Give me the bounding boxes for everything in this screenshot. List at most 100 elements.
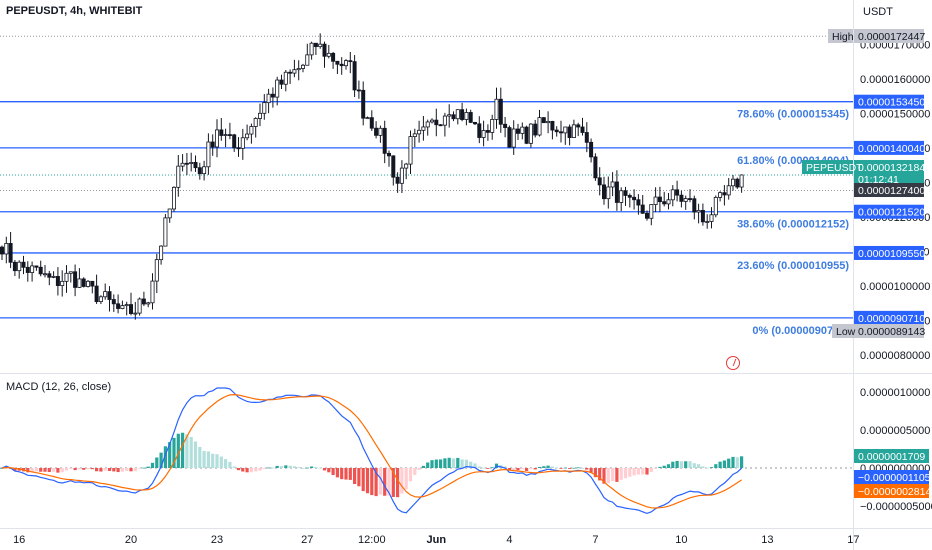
symbol-tag-badge	[802, 160, 853, 174]
candle-down	[645, 210, 650, 221]
candle-body	[425, 121, 430, 128]
candle-down	[94, 274, 99, 304]
candle-up	[653, 187, 658, 213]
candle-body	[365, 117, 370, 120]
candle-body	[494, 98, 499, 120]
macd-histogram-bar	[176, 433, 180, 468]
candle-body	[619, 190, 624, 203]
candle-body	[25, 266, 30, 273]
macd-histogram-bar	[271, 467, 275, 469]
candle-up	[442, 112, 447, 137]
macd-histogram-bar	[679, 461, 683, 468]
macd-histogram-bar	[267, 467, 271, 469]
macd-histogram-bar	[408, 468, 413, 482]
candle-body	[232, 134, 237, 149]
macd-histogram-bar	[249, 468, 253, 473]
candle-body	[356, 89, 361, 92]
candle-up	[696, 203, 701, 224]
candle-down	[236, 137, 241, 157]
candle-down	[73, 264, 78, 297]
macd-histogram-bar	[611, 468, 615, 482]
candle-down	[460, 102, 465, 122]
candle-down	[589, 138, 594, 163]
candle-down	[141, 291, 146, 307]
macd-histogram-bar	[666, 464, 671, 468]
candle-body	[511, 128, 516, 148]
candle-up	[137, 297, 142, 316]
macd-histogram-bar	[159, 452, 163, 468]
candle-up	[300, 63, 305, 73]
candle-body	[206, 141, 211, 168]
macd-histogram-bar	[189, 437, 193, 468]
candle-down	[339, 57, 344, 75]
macd-histogram-bar	[64, 468, 69, 471]
macd-histogram-bar	[662, 465, 666, 468]
candle-body	[180, 162, 185, 167]
candle-body	[516, 128, 521, 134]
macd-histogram-bar	[576, 467, 580, 469]
macd-histogram-bar	[615, 468, 619, 482]
time-tick-label: 13	[761, 534, 773, 546]
candle-body	[313, 42, 318, 48]
candle-body	[554, 129, 559, 133]
candle-down	[627, 193, 632, 208]
candle-up	[180, 154, 185, 172]
macd-histogram-bar	[73, 468, 77, 471]
macd-histogram-bar	[563, 467, 567, 469]
macd-histogram-bar	[172, 437, 176, 468]
macd-histogram-bar	[572, 467, 576, 469]
candle-body	[141, 298, 146, 305]
fib-price-badge-text: 0.0000090710	[858, 313, 925, 325]
candle-body	[55, 276, 60, 286]
candle-down	[722, 185, 727, 206]
candle-up	[292, 59, 297, 78]
macd-histogram-bar	[288, 465, 292, 468]
candle-down	[8, 232, 13, 269]
candle-body	[602, 184, 607, 200]
macd-histogram-bar	[150, 462, 155, 468]
candle-down	[34, 265, 39, 271]
candle-body	[688, 198, 693, 200]
candle-body	[103, 291, 108, 298]
candle-body	[683, 198, 688, 202]
candle-up	[51, 271, 56, 279]
symbol-title[interactable]: PEPEUSDT, 4h, WHITEBIT	[6, 5, 143, 17]
candle-up	[60, 270, 65, 297]
candle-body	[111, 299, 116, 305]
macd-histogram-bar	[692, 463, 696, 468]
macd-histogram-bar	[146, 466, 150, 468]
candle-up	[120, 300, 125, 310]
candle-body	[524, 126, 529, 144]
macd-histogram-bar	[241, 468, 245, 472]
macd-histogram-bar	[116, 468, 120, 473]
fib-price-badge-text: 0.0000140040	[858, 143, 925, 155]
candle-down	[369, 110, 374, 131]
macd-histogram-bar	[636, 468, 640, 475]
candle-body	[150, 280, 155, 304]
alert-icon[interactable]	[726, 356, 740, 370]
candle-body	[34, 265, 39, 268]
candle-body	[378, 127, 383, 136]
macd-histogram-bar	[568, 468, 572, 469]
macd-histogram-bar	[533, 468, 537, 470]
candle-up	[30, 261, 35, 282]
candle-body	[124, 304, 129, 307]
macd-histogram-bar	[391, 468, 395, 497]
candle-body	[133, 312, 138, 315]
candle-body	[343, 60, 348, 67]
macd-title[interactable]: MACD (12, 26, close)	[6, 381, 112, 393]
candle-body	[386, 152, 391, 157]
macd-histogram-bar	[550, 466, 554, 468]
candle-down	[434, 108, 439, 137]
fib-price-badge-text: 0.0000109550	[858, 248, 925, 260]
candle-body	[202, 166, 207, 175]
macd-histogram-bar	[365, 468, 370, 494]
currency-label[interactable]: USDT	[863, 6, 893, 18]
macd-histogram-bar	[82, 468, 86, 470]
candle-body	[726, 185, 731, 196]
macd-histogram-badge	[854, 449, 929, 463]
candle-body	[292, 69, 297, 74]
candle-up	[64, 265, 69, 293]
candle-body	[288, 71, 293, 74]
